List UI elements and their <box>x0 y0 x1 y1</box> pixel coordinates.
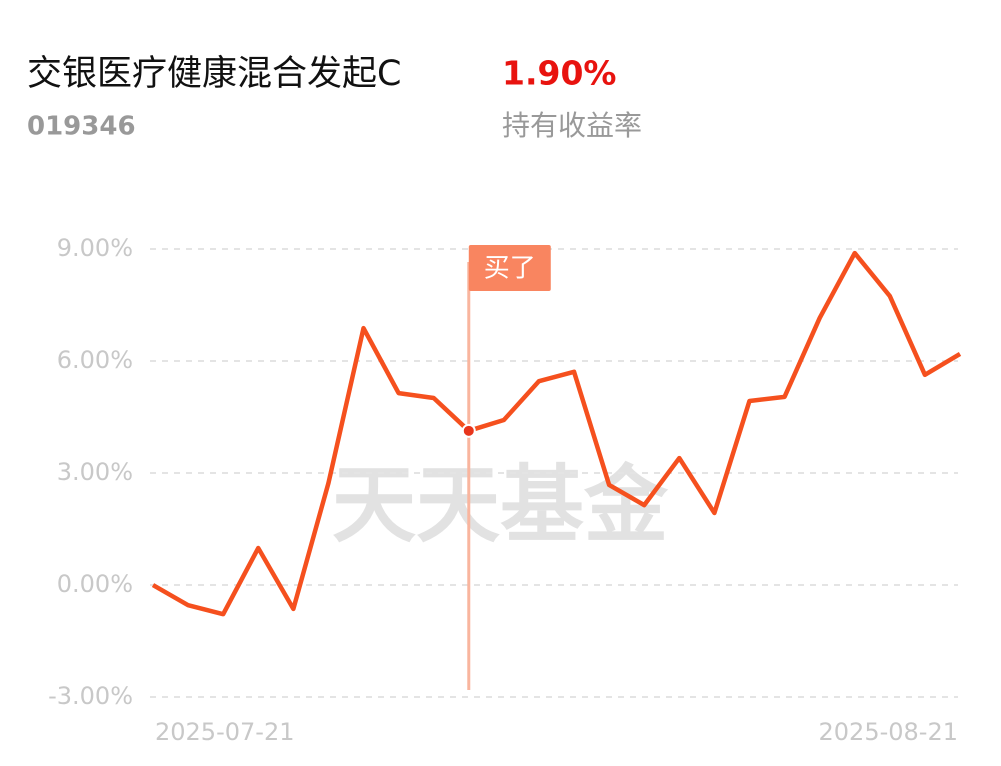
buy-marker-flag <box>468 245 551 291</box>
fund-title: 交银医疗健康混合发起C <box>27 54 401 94</box>
y-tick-label: 3.00% <box>57 458 133 486</box>
y-tick-label: -3.00% <box>48 682 133 710</box>
holding-return-label: 持有收益率 <box>502 109 642 142</box>
y-tick-label: 9.00% <box>57 234 133 262</box>
y-tick-label: 6.00% <box>57 346 133 374</box>
buy-marker-label: 买了 <box>484 254 536 284</box>
buy-point <box>461 423 476 438</box>
fund-code: 019346 <box>27 112 136 142</box>
x-tick-label: 2025-07-21 <box>155 718 294 746</box>
return-line <box>151 250 962 617</box>
watermark: 天天基金 <box>332 455 669 554</box>
y-tick-label: 0.00% <box>57 570 133 598</box>
x-tick-label: 2025-08-21 <box>819 718 958 746</box>
holding-return: 1.90% <box>502 54 617 93</box>
